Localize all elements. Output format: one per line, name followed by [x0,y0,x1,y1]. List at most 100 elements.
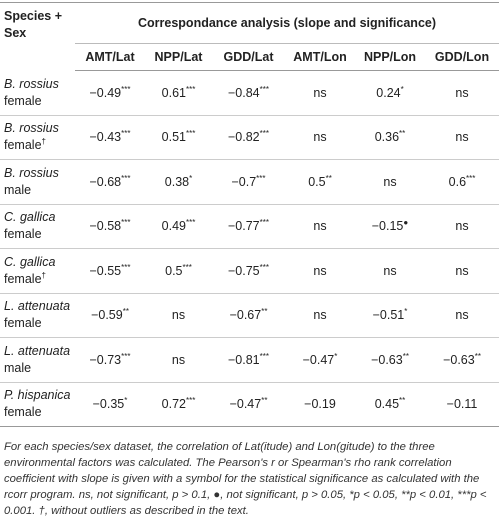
value-cell: −0.58*** [75,204,145,249]
sex: female [4,227,42,242]
significance: *** [259,84,269,94]
significance: *** [466,173,476,183]
significance: ** [261,396,268,406]
species-name: C. gallica [4,254,56,269]
value-cell: −0.11 [425,382,499,427]
value-cell: 0.6*** [425,159,499,205]
slope: −0.15 [371,219,404,234]
species-name: L. attenuata [4,343,71,358]
outlier-mark: † [41,270,46,280]
significance: *** [121,262,131,272]
value-cell: ns [285,248,355,294]
significance: *** [121,351,131,361]
value-cell: −0.47** [212,382,285,427]
table-header: Species + Sex Correspondance analysis (s… [0,2,499,71]
table: Species + Sex Correspondance analysis (s… [0,2,499,427]
column-header: GDD/Lat [212,43,285,71]
slope: −0.77 [228,219,260,234]
significance: *** [259,218,269,228]
table-row: B. rossius female −0.49*** 0.61*** −0.84*** n… [0,70,499,116]
value-cell: −0.55*** [75,248,145,294]
slope: −0.51 [372,308,405,323]
species-name: B. rossius [4,165,59,180]
slope: −0.35 [92,397,125,412]
significance: ** [325,173,332,183]
sex: female [4,93,42,108]
table-row: C. gallica female† −0.55*** 0.5*** −0.75*** n… [0,248,499,294]
slope: −0.82 [228,130,260,145]
slope: −0.63 [443,352,475,367]
value-cell: −0.51* [355,293,425,338]
slope: −0.59 [91,308,123,323]
species-cell: C. gallica female† [0,248,75,294]
value-cell: −0.7*** [212,159,285,205]
value-cell: ns [425,115,499,160]
value-cell: −0.77*** [212,204,285,249]
value-cell: −0.35* [75,382,145,427]
significance: *** [186,84,196,94]
significance: * [189,173,193,183]
significance: * [400,84,404,94]
significance: * [334,351,338,361]
value-cell: ns [425,293,499,338]
significance: *** [121,129,131,139]
sex: female [4,405,42,420]
value-cell: ns [355,159,425,205]
value-cell: 0.61*** [145,70,212,116]
significance: *** [256,173,266,183]
species-name: P. hispanica [4,388,71,403]
table-row: B. rossius male −0.68*** 0.38* −0.7*** 0.5** n… [0,159,499,205]
significance: *** [186,218,196,228]
column-header: GDD/Lon [425,43,499,71]
species-name: L. attenuata [4,299,71,314]
value-cell: 0.24* [355,70,425,116]
column-header: NPP/Lon [355,43,425,71]
significance: * [124,396,128,406]
sex: female [4,316,42,331]
column-header: AMT/Lat [75,43,145,71]
slope: −0.81 [228,352,260,367]
value-cell: −0.43*** [75,115,145,160]
value-cell: 0.5** [285,159,355,205]
slope: 0.24 [376,85,401,100]
value-cell: ns [145,293,212,338]
slope: 0.51 [161,130,186,145]
significance: *** [259,262,269,272]
slope: −0.84 [228,85,260,100]
significance: ** [399,396,406,406]
slope: 0.61 [161,85,186,100]
sex: male [4,182,32,197]
value-cell: ns [285,70,355,116]
significance: *** [121,218,131,228]
value-cell: ns [425,248,499,294]
significance: *** [259,351,269,361]
slope: 0.45 [374,397,400,412]
slope: −0.58 [89,219,122,234]
species-name: B. rossius [4,121,59,136]
slope: −0.73 [89,352,122,367]
significance: *** [259,129,269,139]
value-cell: 0.51*** [145,115,212,160]
significance: ** [474,351,481,361]
value-cell: ns [425,70,499,116]
value-cell: ns [355,248,425,294]
value-cell: −0.82*** [212,115,285,160]
value-cell: −0.81*** [212,337,285,383]
value-cell: −0.67** [212,293,285,338]
value-cell: 0.49*** [145,204,212,249]
species-cell: L. attenuata male [0,337,75,383]
slope: −0.55 [89,263,122,278]
species-cell: L. attenuata female [0,293,75,338]
slope: 0.36 [374,130,400,145]
significance: *** [186,129,196,139]
significance: *** [121,84,131,94]
species-cell: B. rossius male [0,159,75,205]
slope: 0.5 [165,263,183,278]
table-row: B. rossius female† −0.43*** 0.51*** −0.82***… [0,115,499,160]
sex: female [4,271,42,286]
value-cell: −0.47* [285,337,355,383]
header-cell: Species + Sex [0,2,75,71]
slope: −0.49 [89,85,122,100]
value-cell: ns [285,204,355,249]
sex: male [4,360,32,375]
